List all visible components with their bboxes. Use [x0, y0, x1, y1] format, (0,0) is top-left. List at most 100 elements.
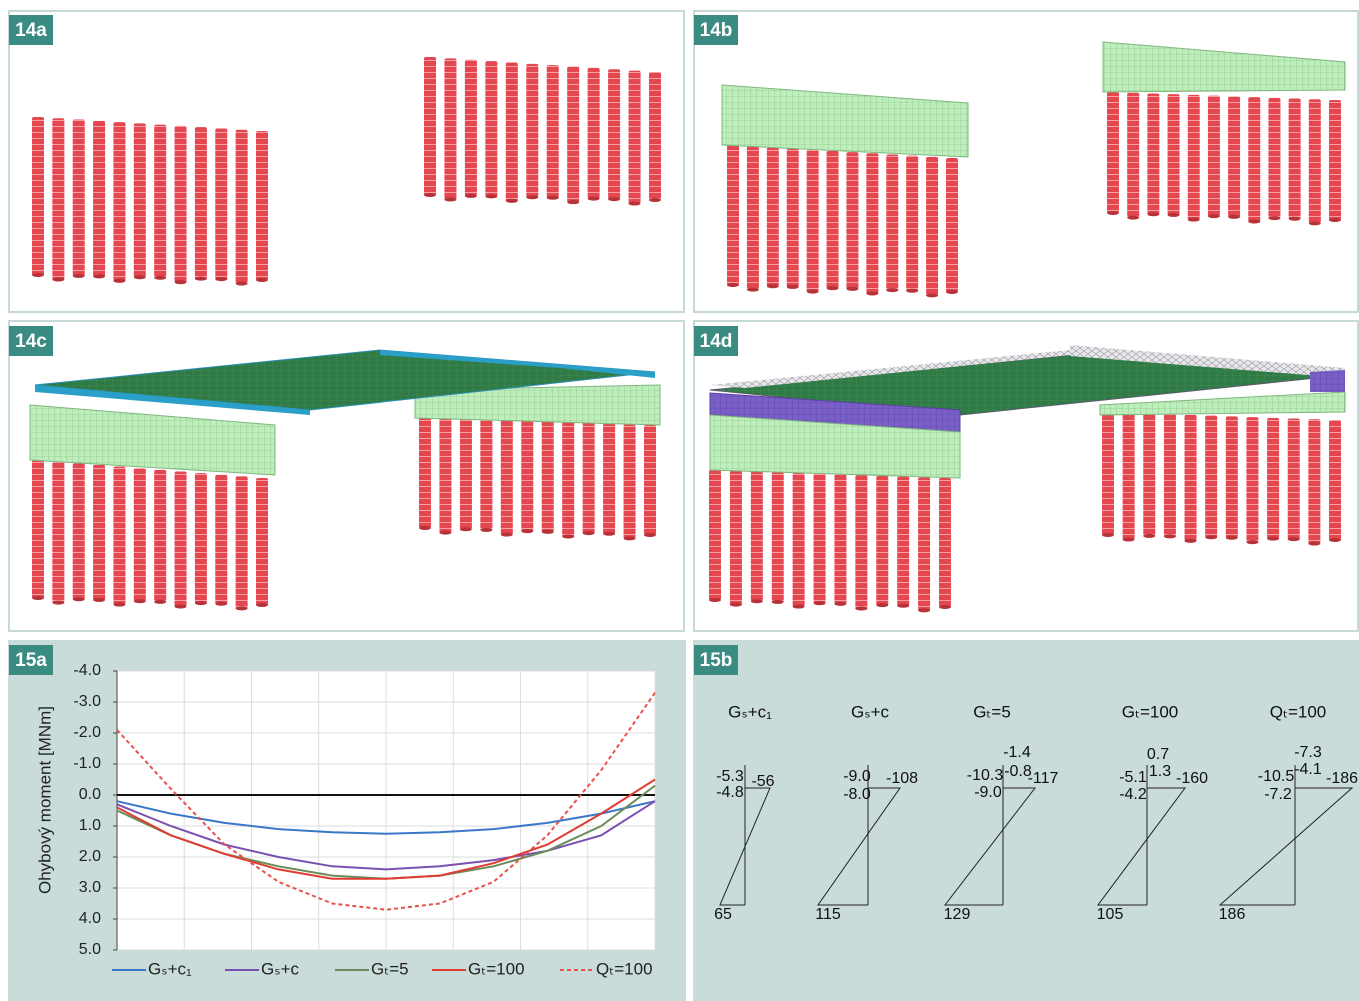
pile-end [603, 532, 615, 536]
pile [256, 478, 268, 605]
diagram-title: Gₜ=5 [973, 702, 1011, 721]
pile-end [1205, 535, 1217, 539]
legend-label: Gₜ=100 [468, 959, 525, 978]
diagram-label: -117 [1028, 770, 1059, 787]
diagram-label: 115 [815, 906, 841, 923]
panel-tag-label: 14d [700, 331, 733, 352]
pile [419, 415, 431, 528]
y-tick-label: 4.0 [79, 910, 101, 927]
y-tick-label: 2.0 [79, 848, 101, 865]
pile [236, 476, 248, 608]
pile-end [1127, 216, 1139, 220]
pile [793, 473, 805, 607]
pile [897, 477, 909, 606]
diagram-label: 1.3 [1149, 763, 1171, 780]
pile [588, 68, 600, 199]
diagram-label: -9.0 [843, 768, 871, 785]
pile-end [1107, 211, 1119, 215]
pile [603, 423, 615, 534]
pile [32, 460, 44, 598]
pile [1205, 416, 1217, 538]
pile [1329, 420, 1341, 540]
pile [134, 468, 146, 601]
pile-end [1123, 537, 1135, 541]
diagram-label: 105 [1097, 906, 1124, 923]
pile [644, 425, 656, 535]
pile-end [1168, 213, 1180, 217]
pile [1246, 417, 1258, 542]
pile-end [567, 200, 579, 204]
pile-end [256, 278, 268, 282]
pile-end [480, 528, 492, 532]
pile [827, 151, 839, 288]
pile [1123, 413, 1135, 540]
pile-end [1267, 537, 1279, 541]
pile [876, 476, 888, 605]
pile [709, 470, 721, 600]
pile-end [807, 290, 819, 294]
pile-end [946, 290, 958, 294]
pile [175, 471, 187, 606]
pile-end [521, 529, 533, 533]
diagram-title: Gₜ=100 [1122, 702, 1179, 721]
pile [1164, 414, 1176, 536]
pile [460, 417, 472, 529]
legend-label: Gₛ+c [261, 959, 299, 978]
pile-end [52, 277, 64, 281]
pile [424, 57, 436, 195]
pile [215, 475, 227, 604]
panel-tag-label: 14b [700, 20, 733, 41]
diagram-label: -10.3 [967, 767, 1004, 784]
pile [485, 61, 497, 196]
pile-end [644, 533, 656, 537]
pile-end [32, 273, 44, 277]
pile-end [256, 603, 268, 607]
pile [814, 474, 826, 604]
pile [1226, 416, 1238, 537]
pile-end [629, 202, 641, 206]
pile-end [846, 287, 858, 291]
pile [175, 126, 187, 282]
pile [855, 475, 867, 608]
pile [747, 146, 759, 289]
pile [1309, 99, 1321, 223]
pile [1228, 96, 1240, 216]
diagram-label: -4.8 [716, 784, 744, 801]
pile [767, 147, 779, 286]
legend-label: Qₜ=100 [596, 959, 653, 978]
pile [608, 69, 620, 199]
pile [1107, 92, 1119, 213]
pile [256, 131, 268, 280]
pile-end [1164, 534, 1176, 538]
pile-end [772, 600, 784, 604]
diagram-label: 0.7 [1147, 746, 1169, 763]
pile-end [1288, 537, 1300, 541]
pile-end [608, 197, 620, 201]
pile-end [649, 198, 661, 202]
pile [751, 471, 763, 601]
legend-label: Gₛ+c₁ [148, 959, 192, 978]
pile-end [793, 605, 805, 609]
legend-label: Gₜ=5 [371, 959, 409, 978]
pile-end [424, 193, 436, 197]
pile [93, 121, 105, 277]
pile-end [175, 604, 187, 608]
pile [807, 150, 819, 292]
pile-end [751, 599, 763, 603]
pile-end [1268, 216, 1280, 220]
pile-end [485, 194, 497, 198]
pile [73, 463, 85, 599]
pile-end [465, 194, 477, 198]
pile [1329, 100, 1341, 220]
pile [73, 120, 85, 276]
pile-end [827, 286, 839, 290]
pile [521, 420, 533, 532]
y-tick-label: 5.0 [79, 941, 101, 958]
pile [52, 118, 64, 279]
diagram-label: -10.5 [1258, 768, 1295, 785]
pile [727, 145, 739, 285]
pile-end [113, 603, 125, 607]
pile-end [73, 274, 85, 278]
pile [886, 154, 898, 290]
pile [567, 67, 579, 203]
